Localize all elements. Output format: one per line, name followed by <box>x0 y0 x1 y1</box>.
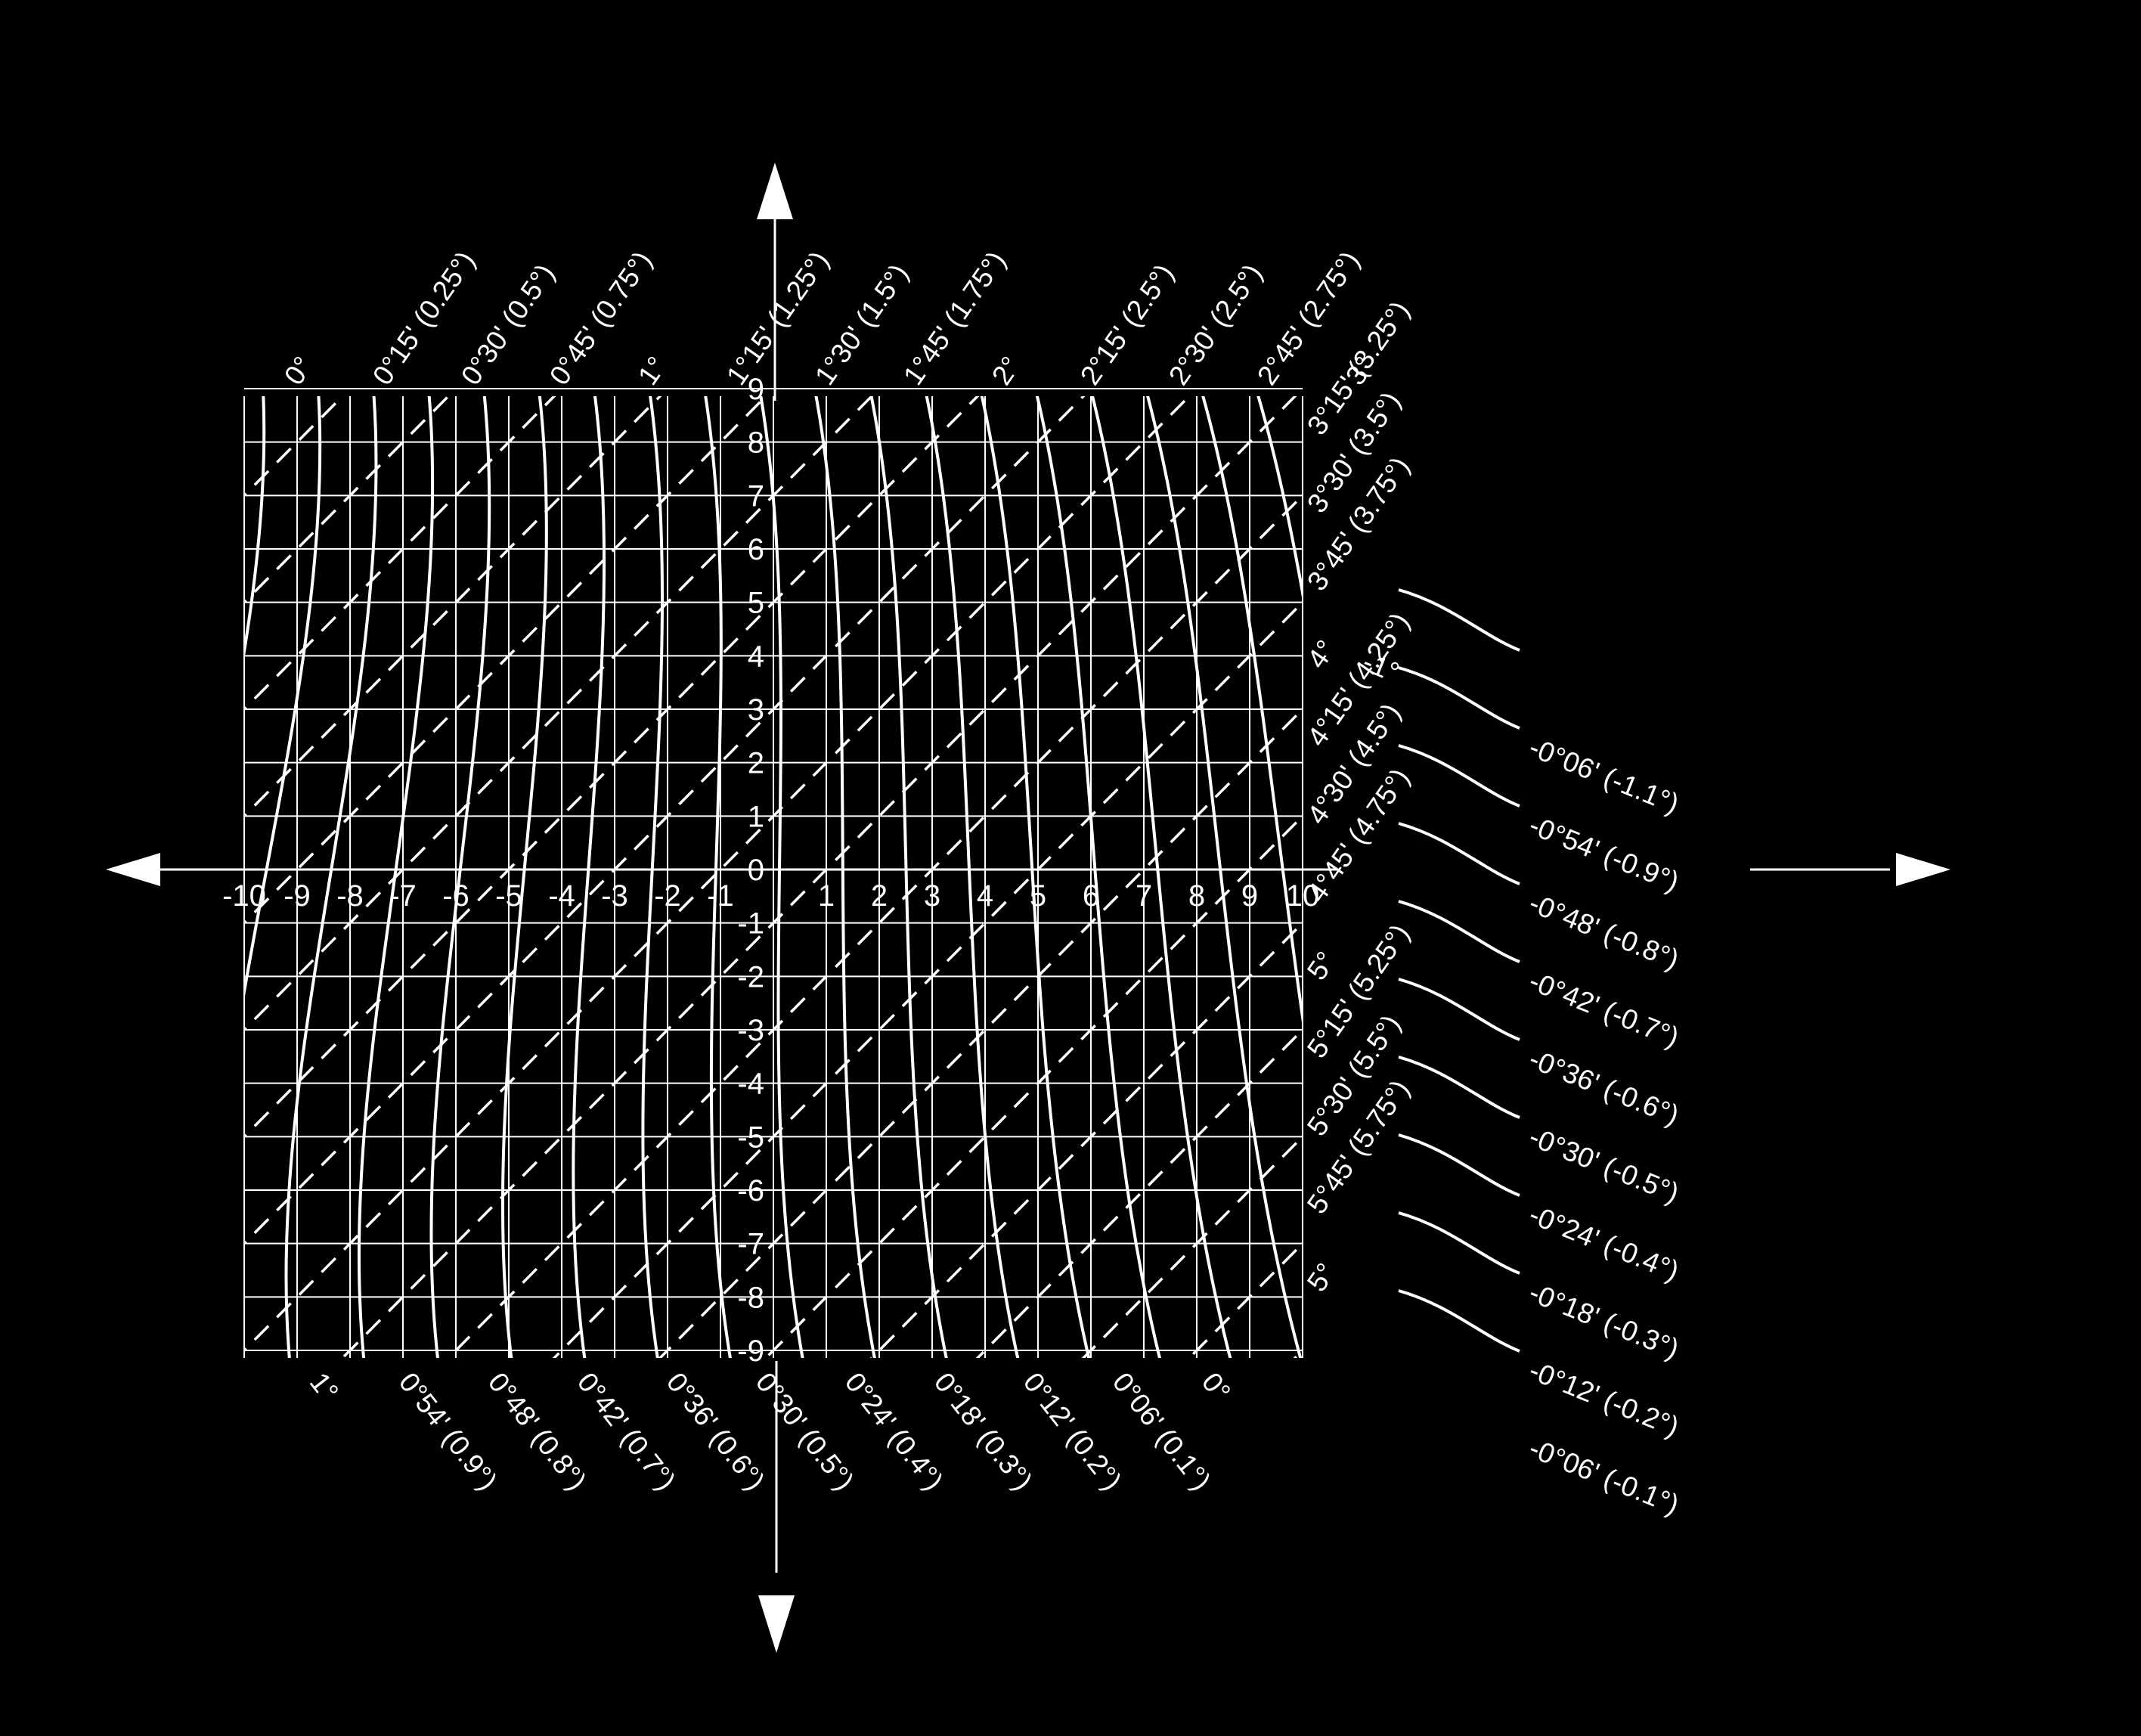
y-tick-label: 9 <box>748 373 764 406</box>
x-tick-label: 9 <box>1241 879 1258 913</box>
y-tick-label: 1 <box>748 800 764 833</box>
solid-curve <box>1090 396 1232 1358</box>
x-tick-label: 10 <box>1286 879 1320 913</box>
label-connector <box>1398 1056 1520 1119</box>
y-tick-label: -6 <box>737 1174 764 1207</box>
x-tick-label: -7 <box>389 879 417 913</box>
arrow-down-icon <box>758 1595 795 1653</box>
x-tick-label: -4 <box>548 879 575 913</box>
x-tick-label: -1 <box>707 879 734 913</box>
x-tick-label: -8 <box>336 879 364 913</box>
dashed-diagonal <box>446 493 1303 1358</box>
y-tick-label: -7 <box>737 1228 764 1261</box>
x-tick-label: 5 <box>1030 879 1046 913</box>
solid-curve <box>429 396 491 1358</box>
y-tick-label: -4 <box>737 1068 764 1101</box>
dashed-diagonal <box>244 396 1086 1246</box>
y-tick-label: -1 <box>737 907 764 941</box>
label-connector <box>1398 1211 1520 1275</box>
x-tick-label: 2 <box>871 879 888 913</box>
solid-curve <box>284 396 378 1358</box>
y-tick-label: -2 <box>737 960 764 994</box>
dashed-diagonal <box>244 396 980 1139</box>
x-tick-label: -5 <box>495 879 522 913</box>
label-connector <box>1398 822 1520 885</box>
dashed-diagonal <box>244 396 1191 1353</box>
x-tick-label: -9 <box>284 879 311 913</box>
solid-curve <box>814 396 876 1358</box>
solid-curve <box>244 396 322 1001</box>
y-tick-label: 7 <box>748 479 764 513</box>
dashed-diagonal <box>764 814 1303 1358</box>
solid-curve <box>869 396 948 1358</box>
y-tick-label: 2 <box>748 747 764 780</box>
x-tick-label: -10 <box>222 879 266 913</box>
y-tick-label: 0 <box>748 854 764 887</box>
label-connector <box>1398 666 1520 730</box>
x-tick-label: 7 <box>1136 879 1152 913</box>
label-connector-lines <box>1398 588 1520 1353</box>
x-tick-label: -3 <box>601 879 628 913</box>
x-tick-label: 8 <box>1188 879 1205 913</box>
y-tick-label: 8 <box>748 426 764 460</box>
dashed-diagonal <box>340 396 1297 1358</box>
y-tick-label: -8 <box>737 1281 764 1314</box>
solid-curve <box>244 396 266 661</box>
dashed-diagonal <box>552 600 1303 1358</box>
solid-curve <box>1035 396 1162 1358</box>
solid-curve <box>1146 396 1303 1358</box>
x-tick-label: 6 <box>1083 879 1099 913</box>
arrow-right-icon <box>1896 853 1950 886</box>
y-tick-label: 4 <box>748 640 764 673</box>
x-tick-label: 1 <box>818 879 835 913</box>
x-tick-label: 4 <box>977 879 993 913</box>
dashed-diagonal <box>658 707 1303 1358</box>
y-tick-label: -9 <box>737 1335 764 1368</box>
y-tick-label: 5 <box>748 587 764 620</box>
y-tick-label: 3 <box>748 693 764 727</box>
solid-curve <box>1201 396 1303 1028</box>
y-tick-label: 6 <box>748 533 764 566</box>
x-tick-label: -6 <box>442 879 469 913</box>
axis-tick-labels: -10 -9 -8 -7 -6 -5 -4 -3 -2 -1 1 2 3 4 5 6 7 8 9 1098765432… <box>222 373 1319 1368</box>
label-connector <box>1398 744 1520 808</box>
arrow-up-icon <box>757 163 793 219</box>
label-connector <box>1398 588 1520 652</box>
solid-curve <box>357 396 435 1358</box>
solid-curve <box>572 396 606 1358</box>
solid-curve-family <box>244 396 1303 1358</box>
solid-curve <box>925 396 1020 1358</box>
x-tick-label: 3 <box>924 879 940 913</box>
y-tick-label: -3 <box>737 1014 764 1047</box>
solid-curve <box>641 396 664 1358</box>
label-connector <box>1398 978 1520 1041</box>
solid-curve <box>704 396 732 1358</box>
axes <box>106 163 1950 1653</box>
label-connector <box>1398 900 1520 963</box>
solid-curve <box>759 396 804 1358</box>
solid-curve <box>1256 396 1303 602</box>
square-grid <box>243 388 1303 1358</box>
label-connector <box>1398 1133 1520 1197</box>
y-tick-label: -5 <box>737 1121 764 1154</box>
solid-curve <box>501 396 548 1358</box>
arrow-left-icon <box>106 853 160 886</box>
solid-curve <box>980 396 1091 1358</box>
x-tick-label: -2 <box>654 879 681 913</box>
label-connector <box>1398 1289 1520 1353</box>
